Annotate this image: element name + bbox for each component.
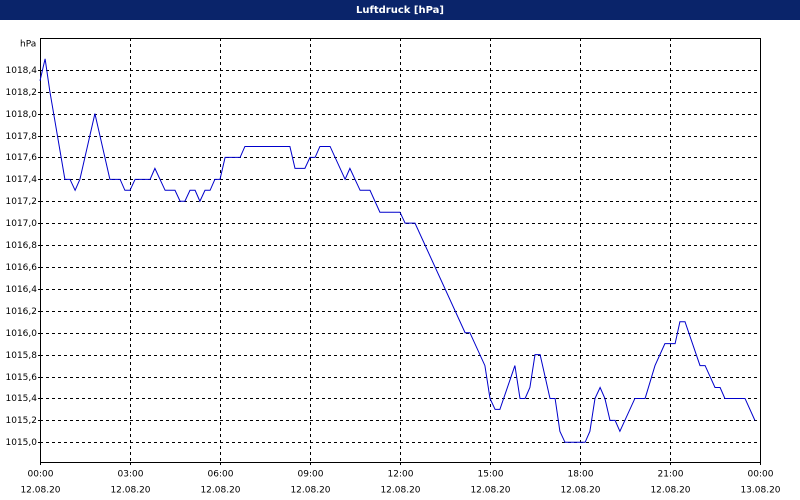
y-tick-label: 1016,2	[6, 307, 38, 317]
x-tick-label: 06:00	[208, 470, 234, 480]
x-tick-date: 12.08.20	[380, 486, 420, 496]
y-tick-label: 1015,4	[6, 394, 38, 404]
y-tick-label: 1015,6	[6, 373, 38, 383]
y-tick-label: 1017,6	[6, 153, 38, 163]
x-tick-date: 12.08.20	[20, 486, 60, 496]
y-tick-label: 1018,0	[6, 110, 38, 120]
x-tick-date: 13.08.20	[740, 486, 780, 496]
x-tick-label: 00:00	[748, 470, 774, 480]
x-tick-date: 12.08.20	[290, 486, 330, 496]
y-tick-label: 1018,2	[6, 88, 38, 98]
x-tick-label: 03:00	[118, 470, 144, 480]
plot-frame	[40, 38, 761, 463]
x-tick-date: 12.08.20	[470, 486, 510, 496]
chart-title: Luftdruck [hPa]	[356, 5, 444, 16]
y-tick-label: 1016,6	[6, 263, 38, 273]
y-tick-label: 1017,0	[6, 219, 38, 229]
y-axis-label: hPa	[20, 40, 36, 50]
x-tick-label: 09:00	[298, 470, 324, 480]
x-tick-label: 12:00	[388, 470, 414, 480]
y-tick-label: 1016,4	[6, 285, 38, 295]
y-tick-label: 1015,8	[6, 351, 38, 361]
x-tick-label: 21:00	[658, 470, 684, 480]
x-tick-date: 12.08.20	[560, 486, 600, 496]
y-tick-label: 1016,8	[6, 241, 38, 251]
x-tick-date: 12.08.20	[650, 486, 690, 496]
y-tick-label: 1015,2	[6, 416, 38, 426]
x-tick-label: 00:00	[28, 470, 54, 480]
title-bar	[0, 0, 800, 20]
y-tick-label: 1017,2	[6, 197, 38, 207]
y-tick-label: 1017,4	[6, 175, 38, 185]
data-line	[39, 58, 756, 443]
y-tick-label: 1015,0	[6, 438, 38, 448]
x-tick-label: 15:00	[478, 470, 504, 480]
x-tick-date: 12.08.20	[200, 486, 240, 496]
y-tick-label: 1017,8	[6, 132, 38, 142]
x-tick-label: 18:00	[568, 470, 594, 480]
x-tick-date: 12.08.20	[110, 486, 150, 496]
y-tick-label: 1018,4	[6, 66, 38, 76]
y-tick-label: 1016,0	[6, 329, 38, 339]
